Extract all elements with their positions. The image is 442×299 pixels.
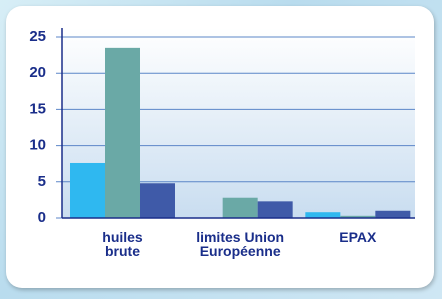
page: 0510152025 (() => { const data = JSON.pa… <box>0 0 442 299</box>
x-tick-label: limites Union Européenne <box>190 230 290 258</box>
bar <box>70 163 105 218</box>
y-tick-label: 20 <box>29 64 46 81</box>
x-tick-label: EPAX <box>308 230 408 244</box>
y-tick-label: 5 <box>38 173 46 190</box>
bar <box>105 48 140 218</box>
bar <box>223 198 258 218</box>
bar <box>258 201 293 218</box>
bar <box>375 211 410 218</box>
bar <box>305 212 340 218</box>
y-tick-label: 15 <box>29 100 46 117</box>
bar <box>140 183 175 218</box>
x-tick-label: huiles brute <box>95 230 151 258</box>
y-tick-label: 0 <box>38 209 46 226</box>
y-tick-label: 10 <box>29 137 46 154</box>
y-tick-label: 25 <box>29 28 46 45</box>
